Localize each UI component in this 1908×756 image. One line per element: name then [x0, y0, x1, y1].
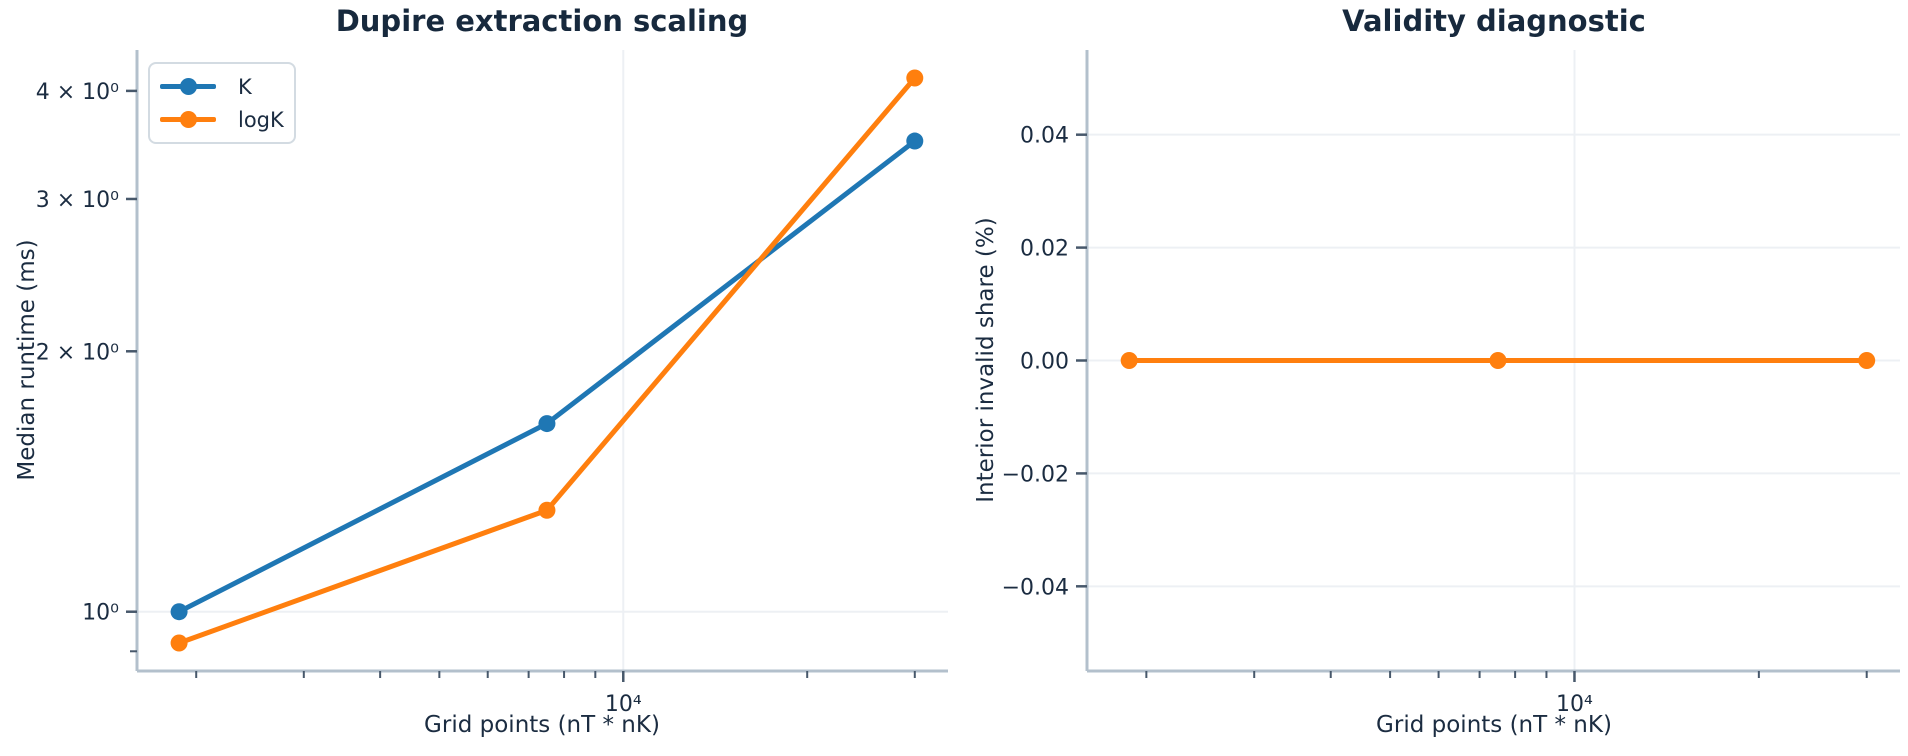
y-tick-label: 4 × 10⁰ [36, 80, 119, 105]
data-point-logK [1489, 352, 1507, 369]
y-tick-label: 0.04 [1020, 124, 1069, 149]
legend-sample-K [160, 78, 216, 96]
left-yaxis-label: Median runtime (ms) [14, 239, 40, 481]
y-tick-label: 0.02 [1020, 237, 1069, 262]
legend: K logK [148, 62, 296, 144]
legend-label-K: K [238, 74, 252, 99]
data-point-logK [906, 69, 924, 87]
series-line-logK [176, 75, 918, 646]
left-chart-title: Dupire extraction scaling [335, 4, 749, 38]
y-tick-label: 3 × 10⁰ [36, 188, 119, 213]
right-chart-title: Validity diagnostic [1342, 4, 1646, 38]
y-tick-label: 10⁰ [82, 601, 119, 626]
data-point-logK [1858, 352, 1876, 369]
right-yaxis-label: Interior invalid share (%) [973, 217, 999, 503]
marker-swatch-icon [179, 111, 197, 128]
marker-swatch-icon [179, 78, 197, 95]
x-tick-label: 10⁴ [605, 692, 642, 717]
data-point-logK [170, 634, 188, 652]
right-xaxis-label: Grid points (nT * nK) [1376, 712, 1612, 738]
data-point-K [538, 415, 556, 433]
y-tick-label: −0.02 [1002, 462, 1069, 487]
data-point-K [170, 603, 188, 621]
series-line-K [176, 138, 918, 615]
legend-sample-logK [160, 111, 216, 129]
y-tick-label: −0.04 [1002, 575, 1069, 600]
left-xaxis-label: Grid points (nT * nK) [424, 712, 660, 738]
x-tick-label: 10⁴ [1556, 692, 1593, 717]
data-point-K [906, 132, 924, 150]
legend-row-logK: logK [160, 108, 294, 132]
y-tick-label: 0.00 [1020, 350, 1069, 375]
legend-row-K: K [160, 75, 294, 99]
y-tick-label: 2 × 10⁰ [36, 340, 119, 365]
data-point-logK [1120, 352, 1138, 369]
data-point-logK [538, 501, 556, 519]
legend-label-logK: logK [238, 107, 284, 132]
